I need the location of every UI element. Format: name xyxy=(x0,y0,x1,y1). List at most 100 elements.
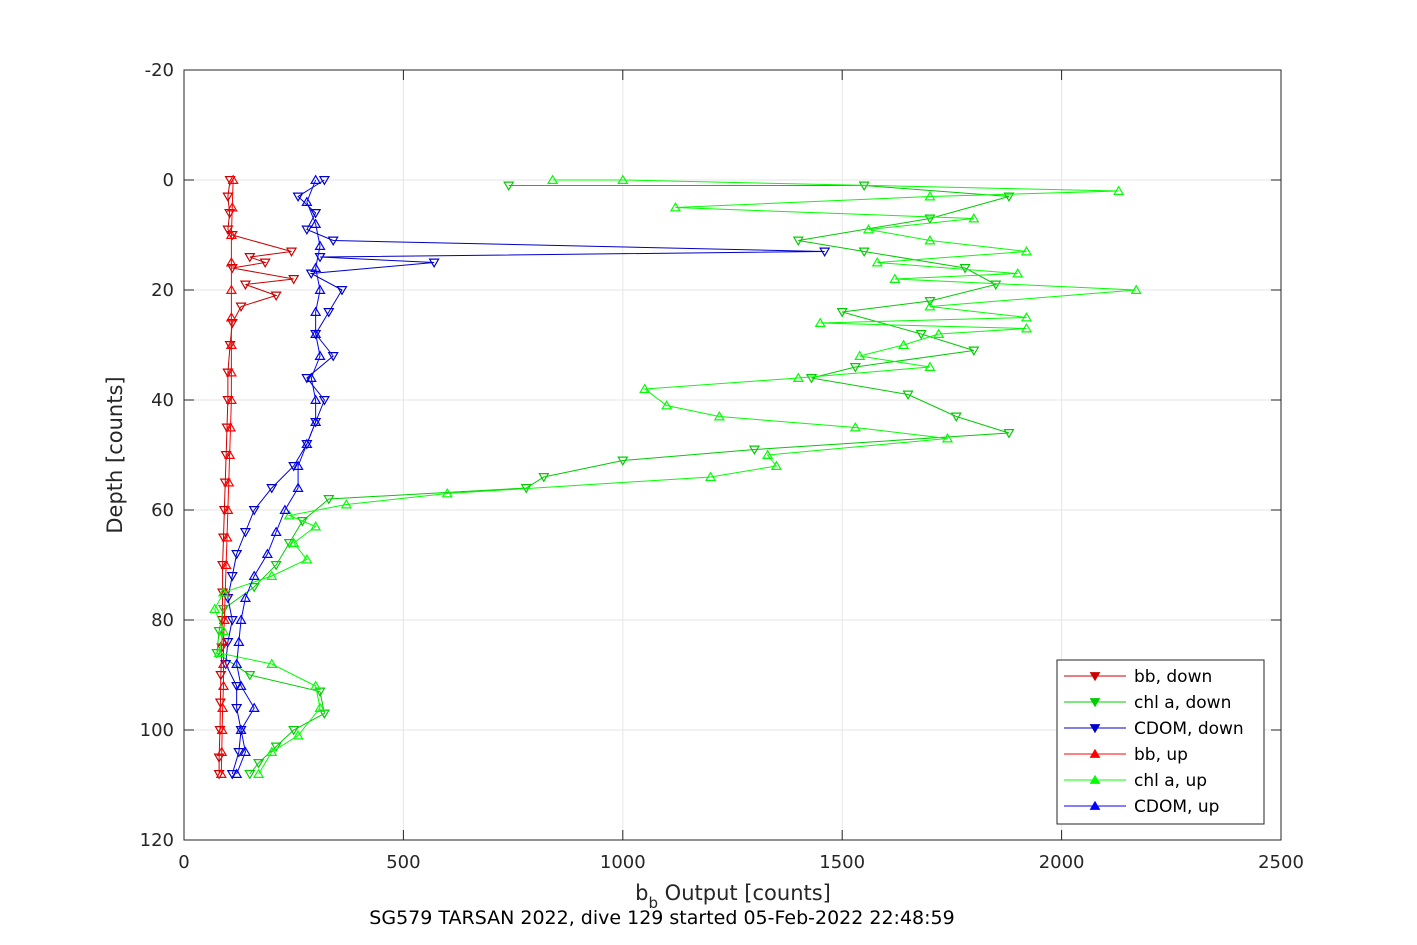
data-point xyxy=(310,521,322,531)
data-point xyxy=(318,396,330,406)
data-point xyxy=(217,561,229,571)
data-point xyxy=(253,768,265,778)
data-point xyxy=(226,202,238,212)
data-point xyxy=(836,308,848,318)
y-tick-label: 60 xyxy=(151,500,174,521)
data-point xyxy=(889,273,901,283)
data-point xyxy=(235,302,247,312)
series-line xyxy=(236,179,321,775)
legend-marker xyxy=(1089,748,1101,758)
data-point xyxy=(854,350,866,360)
data-point xyxy=(217,680,230,690)
data-point xyxy=(1012,268,1024,278)
y-tick-label: 20 xyxy=(151,280,174,301)
data-point xyxy=(968,213,980,223)
data-point xyxy=(748,445,760,455)
y-tick-label: 40 xyxy=(151,390,174,411)
data-point xyxy=(933,328,945,338)
data-point xyxy=(248,506,260,516)
data-point xyxy=(233,636,245,646)
data-point xyxy=(305,372,317,382)
data-point xyxy=(924,191,936,201)
data-point xyxy=(225,339,237,349)
data-point xyxy=(941,433,954,443)
data-point xyxy=(259,258,271,268)
data-point xyxy=(223,477,235,487)
data-point xyxy=(225,229,237,239)
data-point xyxy=(924,297,936,307)
data-point xyxy=(538,473,550,483)
y-tick-label: 0 xyxy=(163,170,174,191)
data-point xyxy=(288,537,300,547)
data-point xyxy=(617,456,629,466)
legend-box xyxy=(1056,659,1265,825)
data-point xyxy=(266,746,278,756)
data-point xyxy=(213,770,225,780)
data-point xyxy=(244,671,256,681)
data-point xyxy=(310,262,322,272)
x-tick-label: 2500 xyxy=(1258,852,1304,873)
data-point xyxy=(770,460,782,470)
data-point xyxy=(639,383,651,393)
x-tick-label: 500 xyxy=(386,852,420,873)
data-point xyxy=(288,275,300,285)
data-point xyxy=(215,768,227,778)
legend-entry: chl a, up xyxy=(1064,771,1207,791)
data-point xyxy=(261,548,273,558)
series-chl-a-down xyxy=(211,181,1015,780)
data-point xyxy=(661,400,673,410)
plot-box xyxy=(183,69,1282,841)
data-point xyxy=(227,174,239,184)
legend-label: chl a, down xyxy=(1134,693,1231,713)
data-point xyxy=(217,702,229,712)
data-point xyxy=(235,724,247,734)
data-point xyxy=(762,449,774,459)
data-point xyxy=(270,526,282,536)
data-point xyxy=(213,647,225,657)
data-point xyxy=(323,308,335,318)
data-point xyxy=(226,616,238,626)
data-point xyxy=(1020,246,1033,256)
data-point xyxy=(270,291,282,301)
data-point xyxy=(805,374,818,384)
data-point xyxy=(1113,185,1125,195)
series-layer xyxy=(209,174,1142,780)
data-point xyxy=(226,572,238,582)
data-point xyxy=(1020,312,1033,322)
data-point xyxy=(547,174,559,184)
data-point xyxy=(301,438,313,448)
data-point xyxy=(902,390,914,400)
data-point xyxy=(617,174,629,184)
data-point xyxy=(224,449,236,459)
data-point xyxy=(292,730,304,740)
data-point xyxy=(217,625,230,635)
data-point xyxy=(314,702,326,712)
tick-marks xyxy=(183,69,1282,841)
series-line xyxy=(218,179,294,774)
data-point xyxy=(222,368,234,378)
data-point xyxy=(669,202,682,212)
data-point xyxy=(218,614,230,624)
series-bb-up xyxy=(215,174,239,778)
data-point xyxy=(819,247,831,257)
data-point xyxy=(225,367,237,377)
data-point xyxy=(301,225,313,235)
legend-marker xyxy=(1089,672,1101,682)
data-point xyxy=(266,658,278,668)
data-point xyxy=(1003,192,1015,202)
data-point xyxy=(310,328,322,338)
data-point xyxy=(266,484,278,494)
series-chl-a-up xyxy=(209,174,1142,778)
legend-marker xyxy=(1089,774,1101,784)
data-point xyxy=(231,704,243,714)
data-point xyxy=(248,583,260,593)
data-point xyxy=(792,372,804,382)
data-point xyxy=(915,330,927,340)
data-point xyxy=(924,301,936,311)
figure-subtitle: SG579 TARSAN 2022, dive 129 started 05-F… xyxy=(369,907,954,929)
y-tick-label: -20 xyxy=(145,60,174,81)
data-point xyxy=(219,478,231,488)
data-point xyxy=(318,176,330,186)
data-point xyxy=(327,236,339,246)
